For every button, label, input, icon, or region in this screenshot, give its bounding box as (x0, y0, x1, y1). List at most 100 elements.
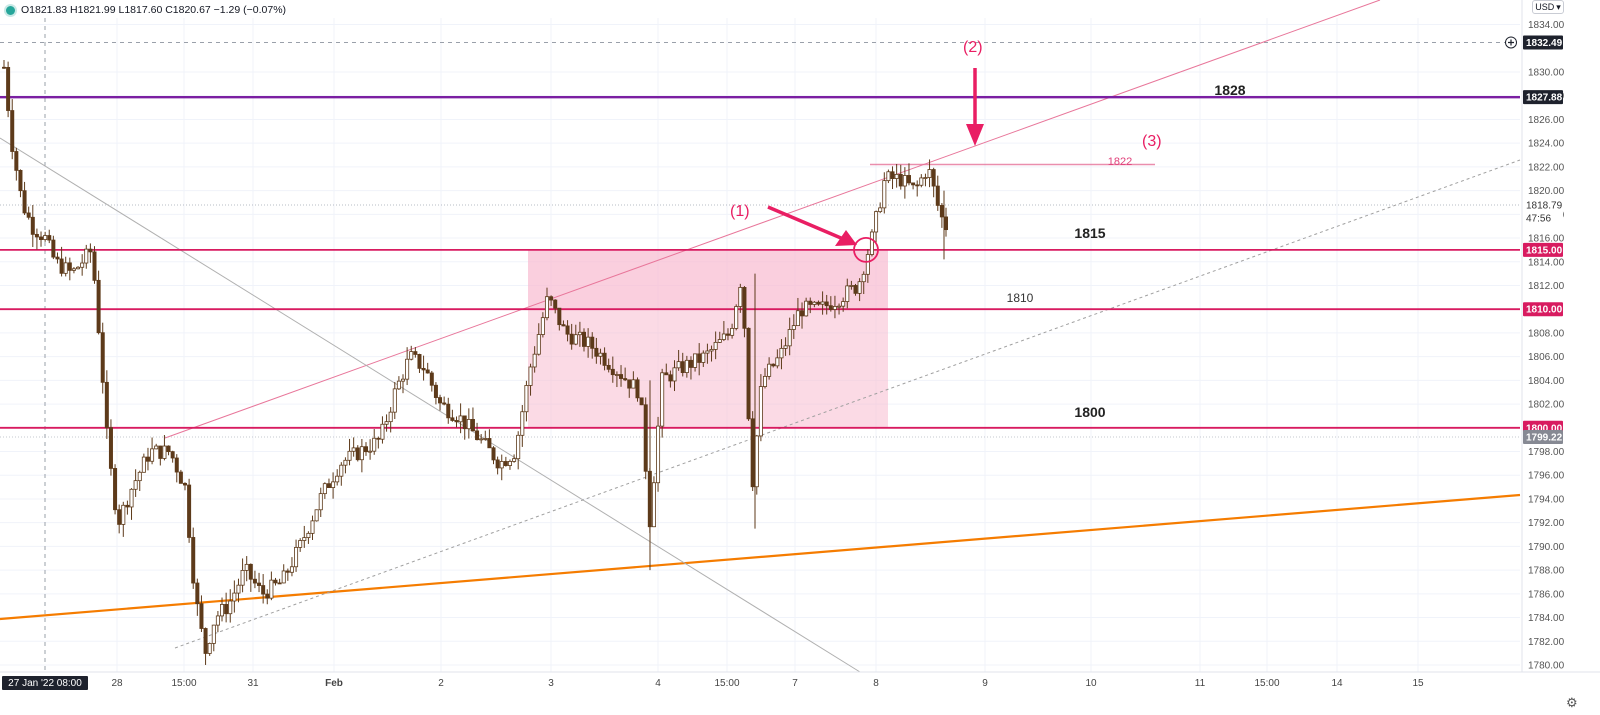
candle-down (278, 583, 281, 584)
price-tick-label: 1784.00 (1528, 613, 1565, 624)
candle-up (500, 461, 503, 467)
price-axis-layer: 1834.001830.001828.001826.001824.001822.… (1506, 0, 1600, 672)
price-tick-label: 1792.00 (1528, 518, 1565, 529)
candle-down (475, 431, 478, 440)
time-tick-label: 15:00 (714, 678, 739, 689)
time-tick-label: 7 (792, 678, 798, 689)
candle-down (640, 398, 643, 405)
current-time-badge: 27 Jan '22 08:00 (8, 678, 82, 689)
candle-up (858, 282, 861, 294)
candle-up (233, 593, 236, 601)
candle-up (245, 564, 248, 570)
candle-up (241, 570, 244, 585)
crosshair-plus-icon (1506, 37, 1517, 48)
ohlc-bar: O1821.83 H1821.99 L1817.60 C1820.67 −1.2… (4, 2, 286, 18)
candle-down (31, 217, 34, 234)
candle-down (825, 302, 828, 306)
candle-down (911, 183, 914, 185)
candle-down (159, 446, 162, 458)
candle-down (504, 461, 507, 465)
candle-down (809, 301, 812, 304)
candle-up (484, 438, 487, 439)
candle-up (706, 351, 709, 353)
candle-down (628, 380, 631, 388)
candle-down (414, 352, 417, 355)
candle-up (208, 643, 211, 653)
candle-down (665, 373, 668, 375)
candle-up (759, 387, 762, 436)
candle-up (862, 274, 865, 281)
candle-up (150, 449, 153, 461)
price-tick-label: 1780.00 (1528, 661, 1565, 672)
price-tick-label: 1820.00 (1528, 186, 1565, 197)
candle-down (916, 185, 919, 186)
level-label-1822: 1822 (1108, 156, 1132, 168)
candle-down (447, 404, 450, 418)
candle-up (578, 332, 581, 334)
candle-down (196, 583, 199, 604)
candle-down (262, 586, 265, 595)
candle-down (377, 438, 380, 439)
candle-up (615, 375, 618, 376)
orange-support-line (0, 495, 1520, 619)
candle-up (385, 422, 388, 425)
candle-up (336, 476, 339, 482)
candle-up (122, 505, 125, 524)
candle-down (607, 365, 610, 369)
candle-up (574, 335, 577, 344)
candle-down (426, 370, 429, 373)
candle-down (188, 485, 191, 537)
time-tick-label: 8 (873, 678, 879, 689)
candle-down (932, 170, 935, 187)
candle-down (68, 263, 71, 271)
candle-up (216, 616, 219, 625)
level-label-1800: 1800 (1074, 404, 1105, 420)
candle-down (56, 257, 59, 259)
candle-down (582, 332, 585, 346)
price-tick-label: 1816.00 (1528, 234, 1565, 245)
time-tick-label: 15:00 (171, 678, 196, 689)
price-badge-text: 1810.00 (1526, 305, 1563, 316)
candle-up (874, 212, 877, 232)
candle-up (344, 460, 347, 465)
candle-down (19, 170, 22, 190)
candle-up (693, 354, 696, 368)
time-axis-bg (0, 672, 1600, 710)
candle-up (652, 483, 655, 527)
candle-up (677, 362, 680, 368)
candle-up (459, 416, 462, 422)
candle-down (113, 468, 116, 509)
candle-up (529, 367, 532, 385)
arrow-1-shaft (768, 207, 848, 241)
candle-up (389, 412, 392, 421)
candle-up (895, 174, 898, 178)
live-dot-icon (6, 6, 15, 15)
price-tick-label: 1806.00 (1528, 352, 1565, 363)
candle-up (401, 379, 404, 381)
candle-up (220, 604, 223, 615)
price-tick-label: 1814.00 (1528, 257, 1565, 268)
price-tick-label: 1796.00 (1528, 471, 1565, 482)
candle-up (508, 461, 511, 465)
price-tick-label: 1790.00 (1528, 542, 1565, 553)
candle-down (591, 337, 594, 348)
candle-up (537, 335, 540, 355)
candle-down (936, 186, 939, 205)
candle-down (179, 472, 182, 483)
candle-down (39, 237, 42, 240)
currency-select[interactable]: USD ▾ (1532, 0, 1564, 14)
candle-up (866, 255, 869, 275)
gear-icon[interactable]: ⚙ (1566, 696, 1578, 709)
candle-down (443, 403, 446, 404)
candle-down (907, 175, 910, 182)
candle-up (467, 419, 470, 428)
candle-down (356, 448, 359, 460)
candle-up (303, 538, 306, 541)
ohlc-text: O1821.83 H1821.99 L1817.60 C1820.67 −1.2… (21, 4, 286, 16)
price-tick-label: 1822.00 (1528, 162, 1565, 173)
candle-down (97, 280, 100, 332)
candle-down (899, 174, 902, 186)
candle-up (879, 208, 882, 212)
